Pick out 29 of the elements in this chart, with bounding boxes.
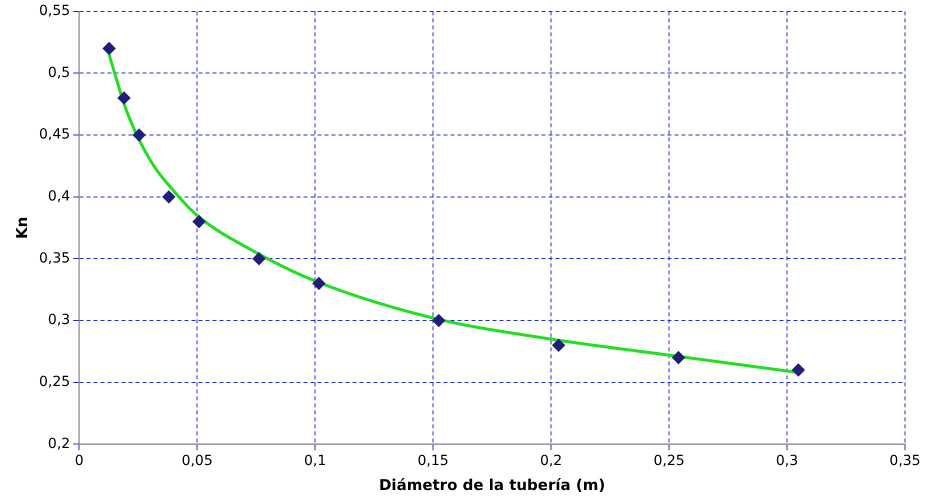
y-tick-label: 0,25	[39, 374, 70, 390]
x-tick-label: 0,3	[776, 453, 798, 470]
point	[672, 351, 685, 364]
y-tick-label: 0,5	[48, 64, 70, 81]
point	[118, 91, 131, 104]
y-tick-label: 0,35	[39, 250, 70, 266]
x-tick-label: 0,05	[182, 453, 213, 470]
x-tick-label: 0,2	[540, 453, 562, 470]
point	[552, 338, 566, 352]
y-tick-label: 0,45	[39, 126, 70, 143]
x-tick-label: 0,35	[889, 453, 921, 470]
x-tick-label: 0	[74, 453, 84, 470]
y-tick-label: 0,4	[48, 188, 70, 205]
x-axis-title: Diámetro de la tubería (m)	[378, 476, 606, 494]
y-tick-label: 0,55	[39, 3, 70, 20]
point	[162, 190, 176, 204]
y-axis-title: Kn	[12, 216, 31, 239]
point	[132, 128, 146, 142]
point	[432, 314, 446, 328]
point	[252, 252, 266, 266]
y-tick-label: 0,2	[48, 436, 70, 452]
x-tick-label: 0,1	[304, 453, 326, 470]
point	[102, 42, 116, 55]
point	[192, 215, 206, 228]
y-tick-label: 0,3	[48, 312, 70, 328]
x-tick-label: 0,25	[653, 453, 685, 470]
point	[792, 364, 805, 377]
x-tick-label: 0,15	[418, 453, 449, 470]
point	[312, 276, 326, 290]
